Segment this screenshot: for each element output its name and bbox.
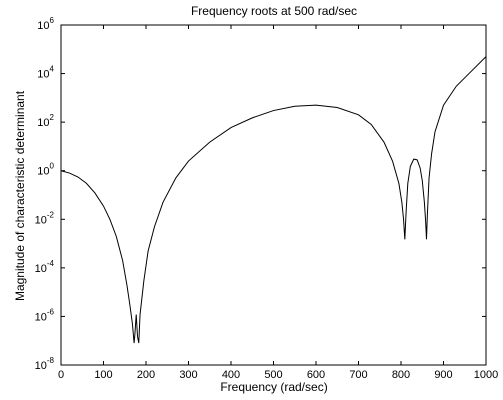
series-line [60, 56, 487, 344]
y-tick-label: 10-4 [35, 259, 55, 275]
x-tick-label: 300 [179, 369, 197, 381]
plot-area [60, 24, 487, 366]
x-tick-label: 600 [307, 369, 325, 381]
y-tick-label: 102 [37, 113, 54, 129]
x-tick-label: 200 [137, 369, 155, 381]
x-tick-label: 800 [392, 369, 410, 381]
y-tick-label: 10-6 [35, 307, 55, 323]
x-tick-label: 900 [434, 369, 452, 381]
y-tick-label: 106 [37, 16, 54, 32]
x-axis-ticks: 0 100 200 300 400 500 600 700 800 900 1000 [58, 25, 498, 381]
x-tick-label: 0 [58, 369, 64, 381]
y-tick-label: 104 [37, 65, 54, 81]
x-tick-label: 100 [94, 369, 112, 381]
x-tick-label: 400 [222, 369, 240, 381]
y-tick-label: 10-8 [35, 356, 55, 372]
x-tick-label: 1000 [474, 369, 498, 381]
y-axis-label: Magnitude of characteristic determinant [13, 90, 27, 301]
y-tick-label: 100 [37, 162, 54, 178]
y-tick-label: 10-2 [35, 210, 55, 226]
x-tick-label: 700 [349, 369, 367, 381]
x-tick-label: 500 [264, 369, 282, 381]
x-axis-label: Frequency (rad/sec) [220, 380, 327, 394]
chart-title: Frequency roots at 500 rad/sec [191, 4, 357, 18]
